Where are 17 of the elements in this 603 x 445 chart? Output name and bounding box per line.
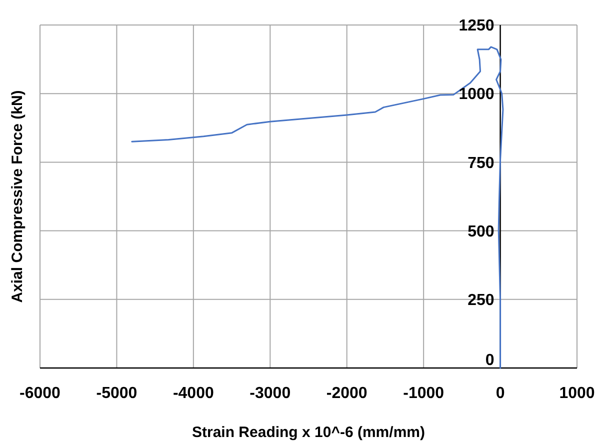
y-tick-label: 1250: [458, 18, 494, 35]
y-tick-label: 500: [468, 223, 494, 240]
x-tick-label: -5000: [96, 385, 138, 402]
line-series: [131, 46, 504, 369]
x-tick-label: -4000: [172, 385, 214, 402]
y-tick-label: 250: [468, 292, 494, 309]
x-tick-label: -6000: [20, 385, 61, 402]
y-axis-title: Axial Compressive Force (kN): [9, 90, 26, 303]
x-tick-label: 0: [496, 385, 505, 402]
x-tick-label: 1000: [559, 385, 595, 402]
y-tick-label: 0: [485, 352, 494, 369]
y-tick-label: 750: [468, 154, 494, 172]
x-tick-label: -1000: [403, 385, 444, 402]
x-axis-title: Strain Reading x 10^-6 (mm/mm): [192, 424, 425, 441]
y-tick-label: 1000: [458, 86, 494, 104]
x-tick-label: -3000: [250, 385, 291, 402]
x-tick-label: -2000: [326, 385, 368, 402]
